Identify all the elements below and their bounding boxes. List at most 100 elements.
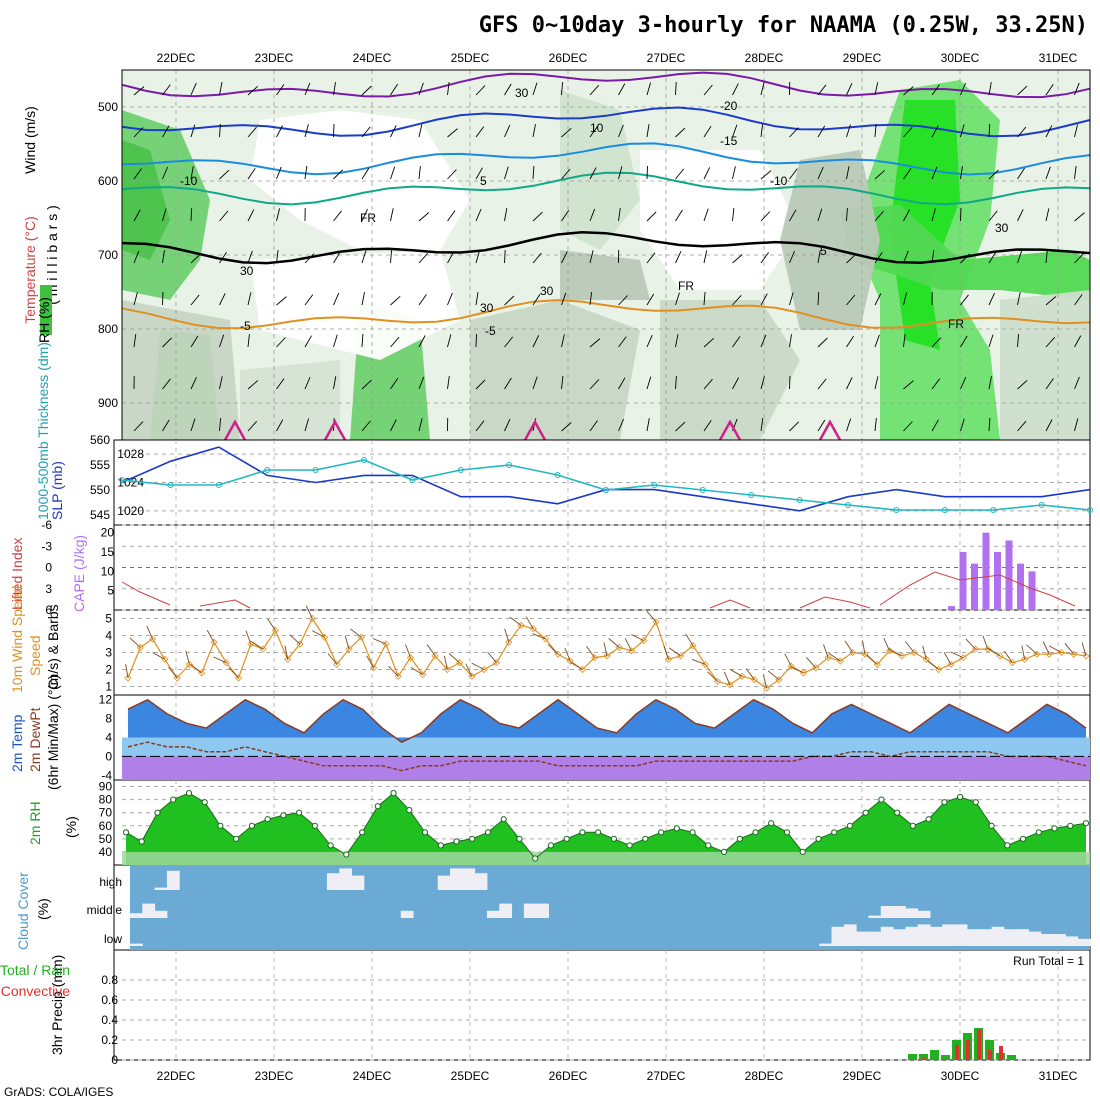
rh-label-group: 2m RH (27, 801, 43, 845)
wind-barb (846, 418, 852, 432)
precip-convective-bar (966, 1040, 970, 1060)
wind-speed-point (922, 655, 930, 663)
wind-speed-point (627, 647, 636, 655)
rh-point (1082, 820, 1090, 827)
thickness-line-point (651, 482, 658, 488)
contour-label: 30 (240, 264, 254, 278)
rh-point (768, 820, 775, 827)
wind-barb (390, 166, 396, 180)
wind-barb (1074, 253, 1084, 264)
cloud-low-bar (1077, 938, 1091, 946)
wind-barb (418, 376, 425, 390)
wind-barb (760, 170, 772, 180)
wind-barb (732, 377, 739, 390)
wind-barb (646, 376, 652, 390)
wind-barb (960, 376, 967, 390)
wind-barb (304, 166, 308, 180)
wind10-barb (905, 641, 915, 653)
rh-point (500, 816, 507, 823)
wind-barb (276, 250, 279, 264)
wind-barb (561, 422, 572, 432)
temp-axis-label: 2m Temp (9, 714, 25, 772)
wind-barb (646, 82, 652, 96)
rh-tick-label: 80 (99, 793, 113, 807)
wind-barb (817, 208, 823, 222)
wind-barb (988, 169, 999, 180)
wind-barb (618, 83, 626, 96)
wind-barb (333, 169, 344, 180)
wind-speed-point (173, 674, 181, 682)
wind-barb (789, 209, 797, 222)
wind-barb (532, 165, 535, 180)
wind-barb (1045, 250, 1048, 264)
wind-barb (561, 209, 570, 222)
rh-tick-label: 90 (99, 780, 113, 794)
wind-barb (1074, 166, 1077, 180)
cloud-low-bar (1065, 936, 1079, 946)
wind10-barb (327, 653, 338, 665)
cloud-high-bar (437, 875, 451, 890)
cloud-middle-bar (536, 903, 549, 918)
wind-barb (219, 293, 226, 306)
wind-barb (247, 292, 252, 306)
rh-area (126, 793, 1086, 865)
wind-barb (475, 292, 479, 306)
thickness-tick-label: 550 (90, 483, 110, 497)
wind-speed-point (492, 659, 501, 667)
cape-bar (994, 552, 1001, 610)
wind-barb (1045, 296, 1057, 306)
bottom-day-label: 30DEC (941, 1069, 980, 1083)
top-day-label: 29DEC (843, 51, 882, 65)
top-day-label: 28DEC (745, 51, 784, 65)
isotherm-line (121, 299, 1091, 330)
wind-barb (903, 380, 914, 390)
wind10-barb (547, 643, 559, 655)
wind10-barb (1064, 643, 1075, 655)
rh-low-band (122, 851, 1090, 865)
wind10-barb (692, 658, 706, 665)
wind-barb (732, 294, 742, 306)
wind10-barb (284, 645, 289, 660)
cloud-level-label: middle (87, 903, 123, 917)
wind-barb (418, 82, 424, 96)
wind10-barb (146, 625, 153, 640)
precip-convective-bar (922, 1058, 926, 1060)
wind-barb (561, 168, 571, 180)
cloud-high-bar (154, 887, 168, 890)
warm-isotherm-spike (818, 419, 842, 441)
wind-barb (1074, 294, 1083, 306)
rh-point (673, 825, 680, 832)
rh-point (689, 829, 696, 836)
wind-barb (789, 334, 792, 348)
wind-barb (504, 377, 512, 390)
upper-axis-labels: ( m i l l i b a r s ) (44, 205, 60, 305)
wind-speed-point (713, 677, 722, 685)
temp-area (128, 699, 1086, 743)
slp-tick-label: 1020 (117, 504, 144, 518)
wind-barb (988, 251, 997, 264)
wind10-barb (646, 611, 657, 623)
wind-barb (1017, 333, 1020, 348)
wind-speed-point (394, 672, 402, 680)
wind10-barb (504, 628, 510, 643)
wind-barb (447, 292, 453, 306)
wind10-barb (922, 645, 927, 660)
wind-speed-point (468, 672, 476, 680)
wind-barb (960, 124, 965, 138)
pressure-tick-label: 500 (98, 100, 118, 114)
thickness-line-point (215, 482, 222, 488)
precip-tick-label: 0.8 (101, 973, 118, 987)
wind-barb (589, 126, 598, 138)
wind-barb (960, 253, 971, 264)
thickness-axis-label: 1000-500mb Thickness (dm) (35, 342, 51, 520)
wind-speed-point (849, 648, 857, 657)
rh-point (658, 829, 665, 836)
rh-point (201, 799, 208, 806)
cape-bar (971, 563, 978, 610)
rh-point (610, 835, 618, 842)
wind-barb (504, 249, 506, 264)
wind-barb (447, 210, 456, 222)
wind-barb (390, 125, 397, 138)
wind-barb (247, 250, 253, 264)
wind-barb (390, 295, 401, 306)
